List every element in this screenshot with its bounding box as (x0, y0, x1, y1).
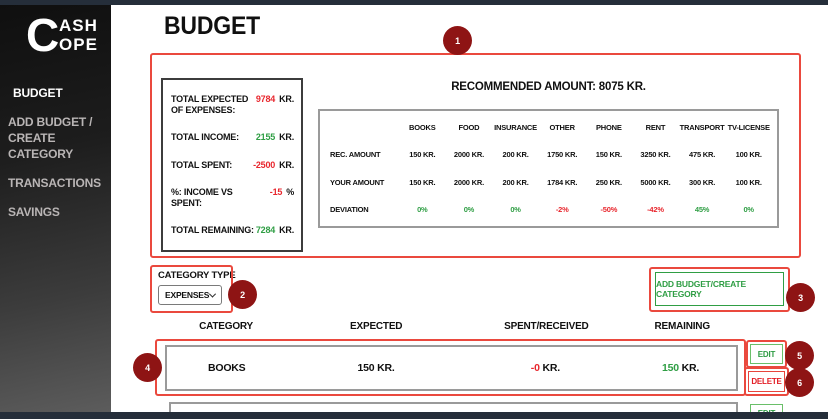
summary-value: 2155 (255, 132, 276, 143)
deviation-cell: 0% (417, 204, 428, 214)
summary-value: -15 (269, 186, 283, 197)
category-type-label: CATEGORY TYPE (158, 270, 236, 281)
deviation-cell: 0% (743, 204, 754, 214)
row-remaining: 150 KR. (625, 362, 736, 374)
summary-label: %: INCOME VS SPENT: (171, 186, 233, 208)
logo-letter-c: C (26, 9, 60, 61)
your-amount-cell: 300 KR. (689, 177, 716, 187)
rec-col-header: INSURANCE (494, 123, 537, 133)
page-title: BUDGET (164, 12, 261, 40)
deviation-cell: -50% (600, 204, 618, 214)
deviation-cell: 0% (463, 204, 475, 214)
summary-value: 9784 (255, 94, 276, 104)
deviation-cell: -2% (555, 204, 569, 214)
your-amount-cell: 200 KR. (502, 177, 529, 187)
annotation-marker-4: 4 (133, 353, 162, 382)
deviation-cell: 45% (694, 204, 710, 214)
your-amount-cell: 150 KR. (409, 177, 436, 187)
remaining-value: 150 (661, 362, 679, 374)
summary-value: -2500 (253, 159, 276, 170)
summary-row-remaining: TOTAL REMAINING: 7284 KR. (171, 225, 294, 236)
row-expected: 150 KR. (357, 362, 395, 374)
logo-line-2: OPE (59, 35, 98, 54)
rec-amount-cell: 3250 KR. (640, 150, 671, 160)
deviation-row-label: DEVIATION (330, 204, 369, 214)
rec-amount-cell: 150 KR. (409, 150, 436, 160)
summary-label: TOTAL REMAINING: (171, 225, 254, 235)
sidebar-item-budget[interactable]: BUDGET (13, 86, 63, 100)
header-spent-received: SPENT/RECEIVED (504, 321, 589, 332)
your-amount-cell: 250 KR. (595, 177, 622, 187)
summary-row-spent: TOTAL SPENT: -2500 KR. (171, 160, 294, 171)
category-type-selected: EXPENSES (165, 290, 210, 300)
recommended-title: RECOMMENDED AMOUNT: 8075 KR. (451, 81, 646, 93)
annotation-marker-6: 6 (785, 368, 814, 397)
your-amount-cell: 2000 KR. (453, 177, 484, 187)
summary-row-income-vs-spent: %: INCOME VS SPENT: -15% (171, 187, 294, 209)
bottom-accent-bar (0, 412, 828, 419)
summary-panel: TOTAL EXPECTED OF EXPENSES: 9784 KR. TOTA… (161, 78, 303, 252)
spent-value: -0 (530, 362, 540, 374)
rec-col-header: TV-LICENSE (727, 123, 770, 133)
recommended-table: BOOKS FOOD INSURANCE OTHER PHONE RENT TR… (318, 109, 779, 228)
rec-amount-cell: 150 KR. (595, 150, 622, 160)
your-amount-cell: 1784 KR. (547, 177, 578, 187)
chevron-down-icon (208, 290, 217, 298)
rec-amount-cell: 475 KR. (689, 150, 716, 160)
summary-unit: KR. (279, 94, 294, 104)
summary-label: TOTAL INCOME: (171, 132, 239, 143)
rec-col-header: FOOD (458, 123, 480, 133)
logo-line-1: ASH (59, 16, 98, 35)
summary-value: 7284 (255, 225, 276, 235)
annotation-marker-3: 3 (786, 283, 815, 312)
summary-unit: KR. (279, 132, 294, 143)
annotation-marker-5: 5 (785, 341, 814, 370)
summary-unit: % (286, 186, 294, 197)
rec-col-header: TRANSPORT (679, 123, 725, 133)
category-type-select[interactable]: EXPENSES (158, 285, 222, 305)
header-category: CATEGORY (199, 321, 254, 332)
rec-col-header: BOOKS (409, 123, 436, 133)
sidebar-item-savings[interactable]: SAVINGS (8, 205, 60, 219)
edit-button[interactable]: EDIT (750, 344, 783, 364)
annotation-marker-1: 1 (443, 26, 472, 55)
rec-amount-cell: 100 KR. (735, 150, 762, 160)
sidebar: C ASH OPE BUDGET ADD BUDGET / CREATE CAT… (0, 5, 111, 419)
spent-unit: KR. (542, 362, 560, 374)
summary-row-income: TOTAL INCOME: 2155 KR. (171, 132, 294, 143)
remaining-unit: KR. (681, 362, 700, 374)
header-expected: EXPECTED (350, 321, 403, 332)
rec-col-header: PHONE (595, 123, 622, 133)
your-amount-cell: 5000 KR. (640, 177, 671, 187)
summary-label: TOTAL SPENT: (171, 159, 233, 170)
your-amount-row-label: YOUR AMOUNT (330, 177, 385, 187)
summary-unit: KR. (279, 225, 294, 235)
sidebar-nav: BUDGET ADD BUDGET / CREATE CATEGORY TRAN… (0, 81, 111, 229)
rec-row-label: REC. AMOUNT (330, 150, 381, 160)
summary-label: TOTAL EXPECTED OF EXPENSES: (171, 94, 249, 115)
summary-row-expected: TOTAL EXPECTED OF EXPENSES: 9784 KR. (171, 94, 294, 116)
summary-unit: KR. (279, 159, 294, 170)
table-row-books: BOOKS 150 KR. -0 KR. 150 KR. (165, 345, 738, 391)
delete-button[interactable]: DELETE (748, 371, 785, 392)
your-amount-cell: 100 KR. (735, 177, 762, 187)
rec-amount-cell: 2000 KR. (453, 150, 484, 160)
sidebar-item-transactions[interactable]: TRANSACTIONS (8, 176, 101, 190)
top-accent-bar (0, 0, 828, 5)
row-category: BOOKS (207, 362, 246, 374)
rec-amount-cell: 1750 KR. (547, 150, 578, 160)
row-spent-received: -0 KR. (466, 362, 625, 374)
deviation-cell: 0% (510, 204, 521, 214)
rec-amount-cell: 200 KR. (502, 150, 529, 160)
annotation-marker-2: 2 (228, 280, 257, 309)
rec-col-header: RENT (645, 123, 666, 133)
sidebar-item-add-budget-create-category[interactable]: ADD BUDGET / CREATE CATEGORY (8, 115, 93, 161)
rec-col-header: OTHER (549, 123, 575, 133)
header-remaining: REMAINING (654, 321, 710, 332)
app-logo[interactable]: C ASH OPE (0, 5, 111, 61)
budget-table-header: CATEGORY EXPECTED SPENT/RECEIVED REMAINI… (166, 321, 738, 332)
deviation-cell: -42% (647, 204, 664, 214)
add-budget-create-category-button[interactable]: ADD BUDGET/CREATE CATEGORY (655, 272, 784, 306)
